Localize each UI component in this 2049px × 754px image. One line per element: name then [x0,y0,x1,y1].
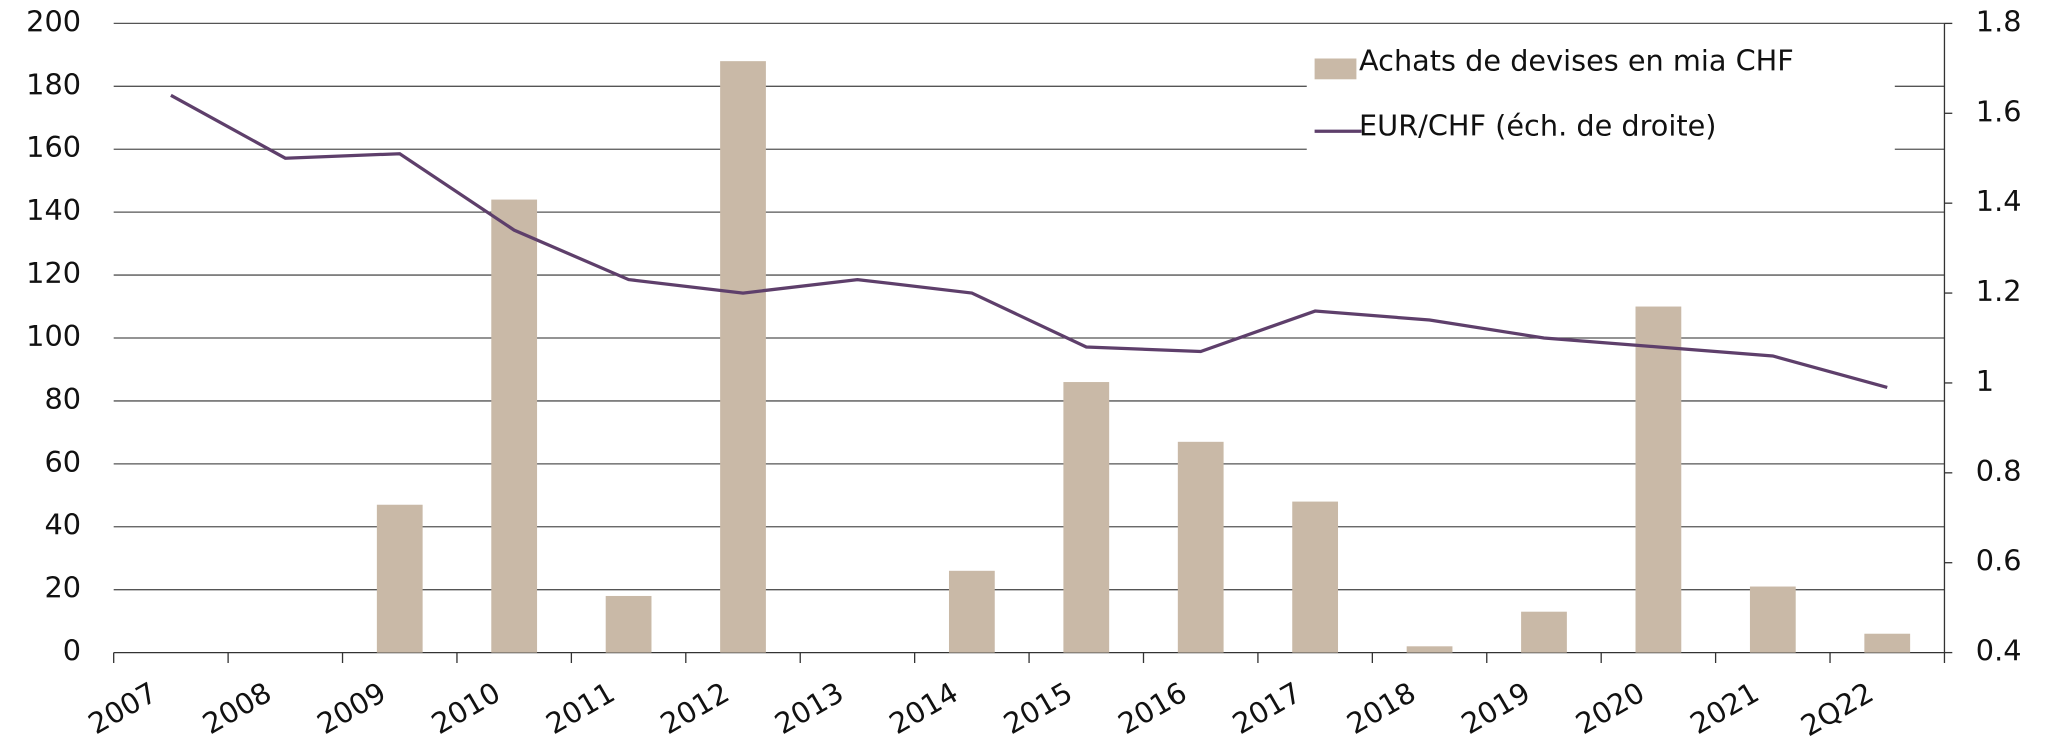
y2-tick-label: 1.4 [1976,184,2022,218]
y-tick-label: 60 [44,445,81,479]
x-tick-label: 2007 [82,675,162,741]
y-tick-label: 100 [26,319,81,353]
y-tick-label: 120 [26,256,81,290]
bar [1749,586,1796,653]
x-tick-label: 2012 [654,675,734,741]
x-tick-label: 2016 [1112,675,1192,741]
bar [1635,306,1682,653]
legend-label: Achats de devises en mia CHF [1359,43,1794,77]
x-tick-label: 2019 [1455,675,1535,741]
y2-tick-label: 0.4 [1976,634,2022,668]
y2-tick-label: 1.2 [1976,274,2022,308]
bar [1406,646,1453,653]
bar [376,504,423,653]
y2-tick-label: 1.8 [1976,4,2022,38]
y-tick-label: 0 [63,634,81,668]
x-tick-label: 2014 [883,675,963,741]
line [170,93,1888,390]
y2-tick-label: 1 [1976,364,1994,398]
bar [720,61,766,653]
legend-box [1306,36,1895,162]
legend-label: EUR/CHF (éch. de droite) [1359,108,1716,142]
bar [1864,633,1911,653]
x-tick-label: 2009 [311,675,391,741]
y-tick-label: 140 [26,193,81,227]
bar [491,199,538,653]
y-tick-label: 80 [44,382,81,416]
y2-tick-label: 0.8 [1976,454,2022,488]
x-tick-label: 2015 [998,675,1078,741]
x-tick-label: 2017 [1227,675,1307,741]
bar [1063,382,1110,653]
x-tick-label: 2010 [426,675,506,741]
bar [1177,441,1224,653]
legend-swatch [1314,58,1357,80]
y-tick-label: 180 [26,67,81,101]
x-tick-label: 2008 [197,675,277,741]
x-tick-label: 2018 [1341,675,1421,741]
bar [1292,501,1339,653]
x-tick-label: 2011 [540,675,620,741]
y-tick-label: 20 [44,571,81,605]
y-tick-label: 40 [44,508,81,542]
x-tick-label: 2Q22 [1795,675,1879,743]
bar [948,570,995,653]
y2-tick-label: 1.6 [1976,94,2022,128]
bar [1521,611,1567,653]
x-tick-label: 2013 [769,675,849,741]
y-tick-label: 160 [26,130,81,164]
y2-tick-label: 0.6 [1976,544,2022,578]
x-tick-label: 2021 [1684,675,1764,741]
x-tick-label: 2020 [1570,675,1650,741]
bar [605,595,652,653]
y-tick-label: 200 [26,4,81,38]
